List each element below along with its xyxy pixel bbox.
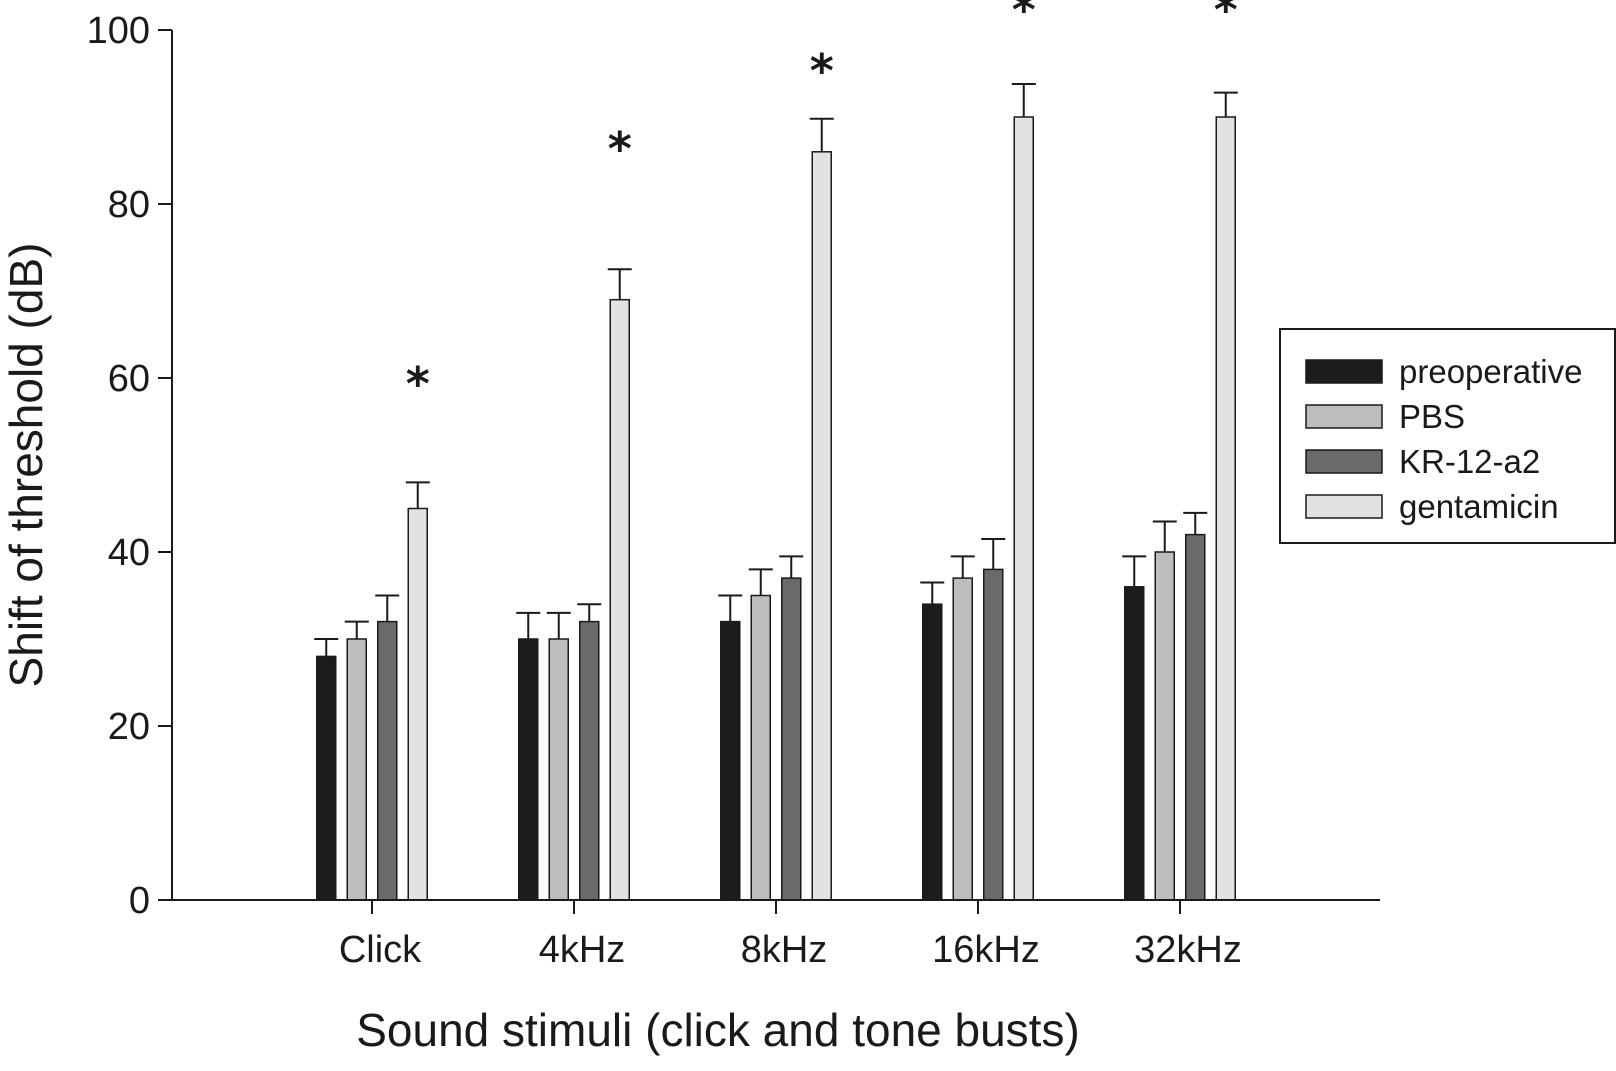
significance-marker: * — [810, 44, 834, 98]
x-axis-title: Sound stimuli (click and tone busts) — [356, 1004, 1080, 1056]
bar — [609, 298, 630, 901]
y-tick-label: 20 — [108, 706, 150, 748]
y-axis-title: Shift of threshold (dB) — [0, 243, 52, 688]
bar — [781, 577, 802, 901]
significance-marker: * — [608, 122, 632, 176]
bar — [1215, 116, 1236, 901]
bar — [407, 507, 428, 901]
y-tick-label: 60 — [108, 358, 150, 400]
legend-label: gentamicin — [1399, 488, 1559, 525]
bar — [1124, 586, 1145, 901]
x-tick-label: 16kHz — [932, 929, 1040, 971]
plot-area: * * * * * — [314, 0, 1238, 901]
legend-label: preoperative — [1399, 353, 1582, 390]
legend-swatch — [1305, 404, 1383, 429]
bar — [377, 620, 398, 901]
bar — [811, 151, 832, 901]
x-tick-label: 4kHz — [539, 929, 626, 971]
y-tick-label: 100 — [87, 10, 150, 52]
bar — [1154, 551, 1175, 901]
significance-marker: * — [1012, 0, 1036, 37]
bar — [1185, 533, 1206, 901]
bar — [750, 594, 771, 901]
y-tick-label: 80 — [108, 184, 150, 226]
bar — [518, 638, 539, 901]
legend: preoperative PBS KR-12-a2 gentamicin — [1279, 328, 1616, 544]
y-tick-label: 40 — [108, 532, 150, 574]
legend-swatch — [1305, 449, 1383, 474]
legend-swatch — [1305, 494, 1383, 519]
x-ticks: Click 4kHz 8kHz 16kHz 32kHz — [339, 900, 1242, 971]
legend-swatch — [1305, 359, 1383, 384]
bar — [720, 620, 741, 901]
bar — [548, 638, 569, 901]
bar — [579, 620, 600, 901]
significance-marker: * — [406, 357, 430, 411]
bar — [922, 603, 943, 901]
bar — [1013, 116, 1034, 901]
bar — [952, 577, 973, 901]
y-ticks: 0 20 40 60 80 100 — [87, 10, 172, 922]
significance-marker: * — [1214, 0, 1238, 37]
x-tick-label: 32kHz — [1134, 929, 1242, 971]
bar — [316, 655, 337, 901]
legend-label: PBS — [1399, 398, 1465, 435]
x-tick-label: 8kHz — [741, 929, 828, 971]
x-tick-label: Click — [339, 929, 422, 971]
y-tick-label: 0 — [129, 880, 150, 922]
legend-label: KR-12-a2 — [1399, 443, 1540, 480]
bar — [983, 568, 1004, 901]
bar — [346, 638, 367, 901]
